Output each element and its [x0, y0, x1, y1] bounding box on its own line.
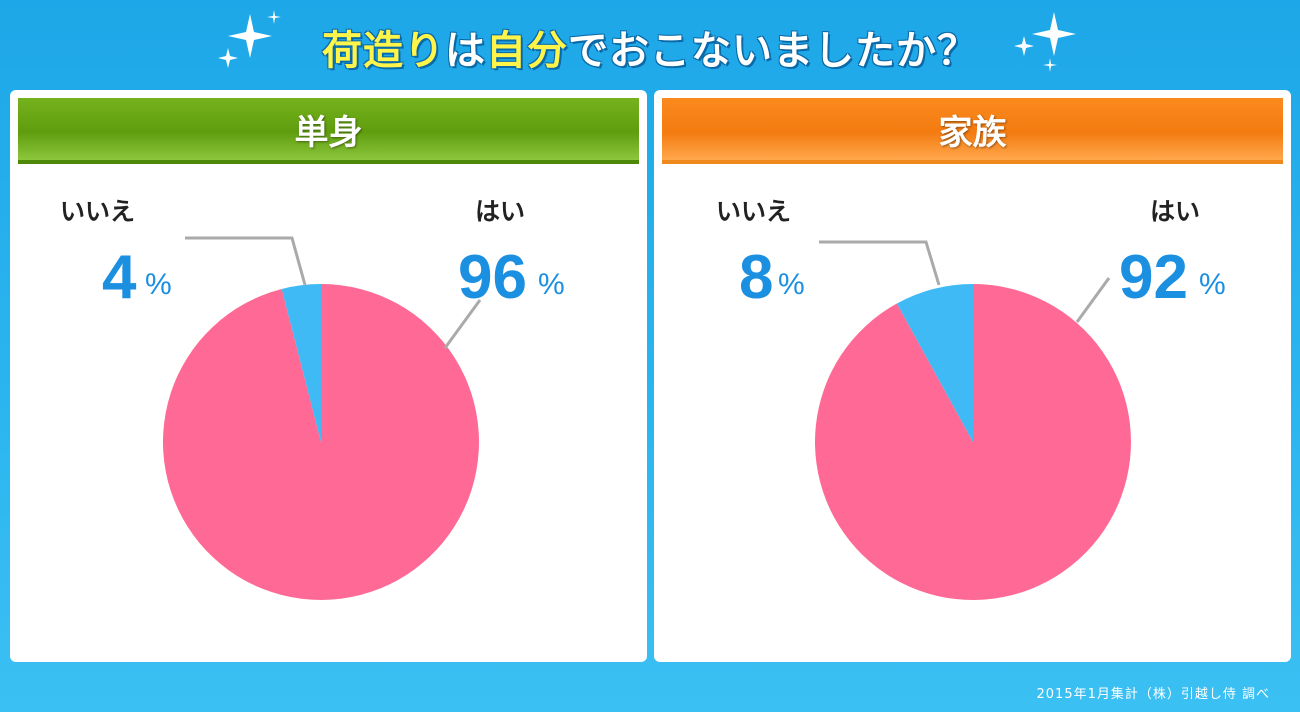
unit-no: % [145, 268, 172, 301]
value-yes: 96 [458, 243, 527, 312]
leader-line-yes [443, 299, 482, 349]
title-highlight-2: 自分 [486, 28, 568, 74]
pie-slice-no [281, 284, 321, 442]
title-text-2: でおこないましたか？ [568, 28, 978, 74]
pie-slice-yes [814, 284, 1131, 600]
value-yes: 92 [1119, 243, 1188, 312]
leader-line-no [819, 240, 941, 286]
value-no: 4 [102, 243, 137, 312]
label-yes: はい [1150, 198, 1200, 226]
unit-no: % [778, 268, 805, 301]
chart-title-family: 家族 [662, 98, 1283, 164]
chart-panel-single: 単身 いいえ 4 % はい 96 % [10, 90, 647, 662]
source-note: 2015年1月集計（株）引越し侍 調べ [1036, 687, 1270, 702]
pie-slice-yes [162, 284, 479, 600]
pie-chart-family: いいえ 8 % はい 92 % [716, 198, 1226, 600]
value-no: 8 [739, 243, 773, 312]
sparkle-icon-left [218, 10, 281, 68]
leader-line-yes [1075, 277, 1111, 323]
pie-slice-no [896, 284, 973, 442]
pie-chart-single: いいえ 4 % はい 96 % [60, 198, 565, 600]
unit-yes: % [1199, 268, 1226, 301]
title-highlight-1: 荷造り [322, 28, 445, 74]
label-yes: はい [475, 198, 525, 226]
header: 荷造りは自分でおこないましたか？ [0, 0, 1300, 90]
sparkle-icon-right [1014, 12, 1076, 72]
chart-title-single: 単身 [18, 98, 639, 164]
title-text-1: は [445, 28, 486, 74]
page-title: 荷造りは自分でおこないましたか？ [0, 18, 1300, 76]
leader-line-no [185, 236, 307, 286]
chart-panel-family: 家族 いいえ 8 % はい 92 % [654, 90, 1291, 662]
label-no: いいえ [60, 198, 135, 226]
unit-yes: % [538, 268, 565, 301]
label-no: いいえ [716, 198, 791, 226]
